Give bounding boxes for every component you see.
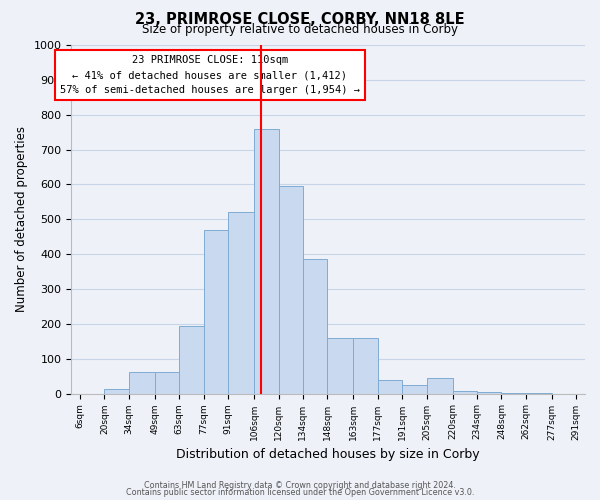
Text: 23 PRIMROSE CLOSE: 110sqm
← 41% of detached houses are smaller (1,412)
57% of se: 23 PRIMROSE CLOSE: 110sqm ← 41% of detac… <box>60 56 360 95</box>
Bar <box>254 128 278 394</box>
Text: Contains HM Land Registry data © Crown copyright and database right 2024.: Contains HM Land Registry data © Crown c… <box>144 480 456 490</box>
Bar <box>327 338 353 394</box>
Text: 23, PRIMROSE CLOSE, CORBY, NN18 8LE: 23, PRIMROSE CLOSE, CORBY, NN18 8LE <box>135 12 465 26</box>
Text: Size of property relative to detached houses in Corby: Size of property relative to detached ho… <box>142 22 458 36</box>
Bar <box>104 389 129 394</box>
Bar <box>353 338 378 394</box>
Bar <box>378 380 402 394</box>
Bar <box>452 391 477 394</box>
Text: Contains public sector information licensed under the Open Government Licence v3: Contains public sector information licen… <box>126 488 474 497</box>
Bar <box>203 230 228 394</box>
Y-axis label: Number of detached properties: Number of detached properties <box>15 126 28 312</box>
Bar <box>179 326 203 394</box>
Bar <box>155 372 179 394</box>
Bar <box>427 378 452 394</box>
Bar <box>228 212 254 394</box>
Bar <box>303 260 327 394</box>
Bar <box>278 186 303 394</box>
X-axis label: Distribution of detached houses by size in Corby: Distribution of detached houses by size … <box>176 448 480 461</box>
Bar <box>402 385 427 394</box>
Bar <box>129 372 155 394</box>
Bar <box>502 393 526 394</box>
Bar <box>477 392 502 394</box>
